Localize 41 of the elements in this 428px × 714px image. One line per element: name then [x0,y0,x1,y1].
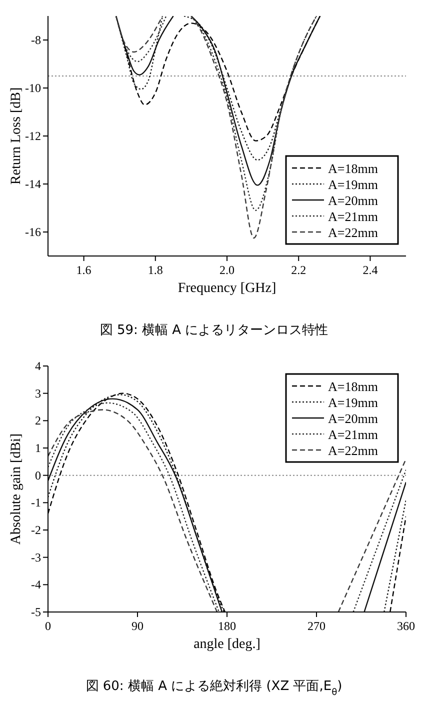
text: 図 60: 横幅 A による絶対利得 (XZ 平面,E$_{θ}$) [86,678,342,698]
y-tick-label: 2 [35,414,41,428]
x-tick-label: 2.0 [220,263,234,277]
x-tick-label: 360 [397,619,415,633]
legend-label: A=18mm [328,379,378,394]
y-tick-label: -10 [25,81,41,95]
text: 図 59: 横幅 A によるリターンロス特性 [100,323,328,338]
x-tick-label: 180 [218,619,236,633]
legend-label: A=21mm [328,209,378,224]
x-tick-label: 90 [132,619,144,633]
x-tick-label: 1.8 [148,263,163,277]
y-tick-label: -8 [31,33,41,47]
y-tick-label: -5 [31,605,41,619]
legend-label: A=20mm [328,193,378,208]
y-tick-label: -4 [31,578,41,592]
y-tick-label: -12 [25,129,41,143]
y-tick-label: 4 [35,359,41,373]
y-tick-label: -3 [31,550,41,564]
legend-label: A=19mm [328,395,378,410]
legend-label: A=18mm [328,161,378,176]
y-axis-title: Absolute gain [dBi] [9,433,24,545]
x-axis-title: angle [deg.] [194,637,260,652]
y-tick-label: -2 [31,523,41,537]
legend-label: A=22mm [328,225,378,240]
x-tick-label: 270 [308,619,326,633]
legend-label: A=20mm [328,411,378,426]
legend-label: A=22mm [328,443,378,458]
y-tick-label: -1 [31,496,41,510]
x-tick-label: 0 [45,619,51,633]
legend-label: A=19mm [328,177,378,192]
y-tick-label: 3 [35,386,41,400]
x-axis-title: Frequency [GHz] [178,281,276,296]
y-axis-title: Return Loss [dB] [9,87,24,185]
x-tick-label: 2.2 [291,263,306,277]
y-tick-label: 1 [35,441,41,455]
y-tick-label: 0 [35,468,41,482]
y-tick-label: -14 [25,177,41,191]
x-tick-label: 1.6 [76,263,92,277]
legend-label: A=21mm [328,427,378,442]
y-tick-label: -16 [25,225,41,239]
x-tick-label: 2.4 [362,263,378,277]
